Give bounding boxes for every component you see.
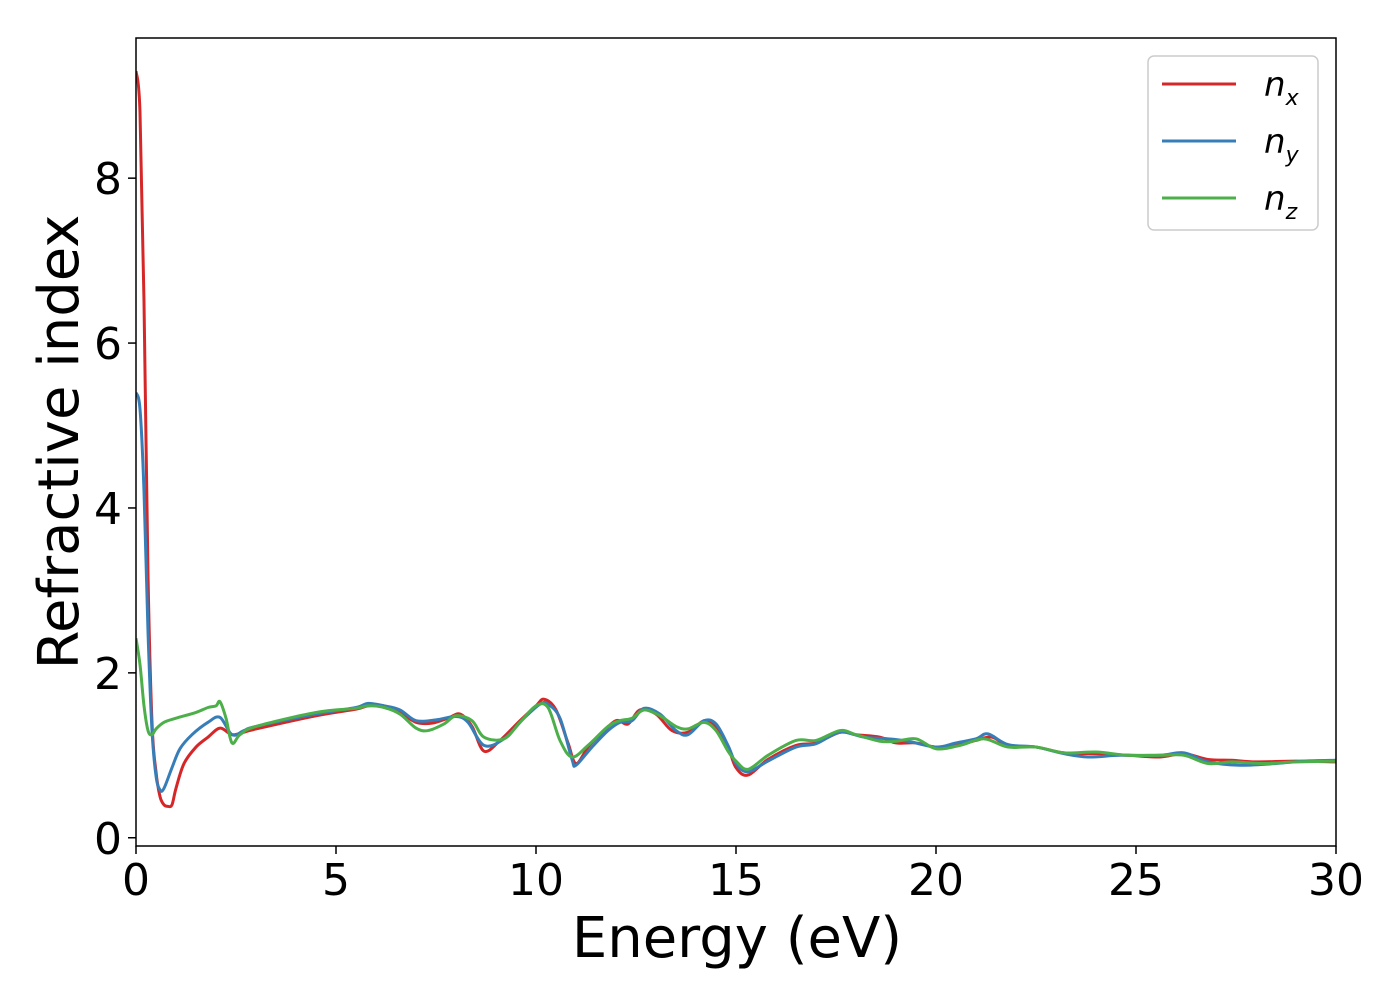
x-tick-label: 10 (508, 855, 564, 906)
legend: nx ny nz (1147, 55, 1319, 231)
y-tick-label: 0 (94, 814, 122, 865)
series-line-n-z (136, 638, 1336, 771)
x-tick-label: 20 (908, 855, 964, 906)
x-axis-ticks: 0 5 10 15 20 25 30 (122, 846, 1364, 906)
y-axis-label: Refractive index (27, 215, 92, 670)
y-tick-label: 6 (94, 319, 122, 370)
x-tick-label: 0 (122, 855, 150, 906)
series-line-n-y (136, 392, 1336, 793)
x-axis-label: Energy (eV) (572, 906, 902, 971)
legend-label: nx (1264, 65, 1300, 111)
y-tick-label: 8 (94, 154, 122, 205)
legend-label: nz (1264, 179, 1298, 225)
x-tick-label: 15 (708, 855, 764, 906)
legend-box (1147, 55, 1319, 231)
plot-frame (135, 37, 1337, 847)
y-axis-ticks: 0 2 4 6 8 (94, 154, 136, 865)
legend-label: ny (1264, 122, 1300, 168)
x-tick-label: 30 (1308, 855, 1364, 906)
x-tick-label: 5 (322, 855, 350, 906)
y-tick-label: 2 (94, 649, 122, 700)
x-tick-label: 25 (1108, 855, 1164, 906)
y-tick-label: 4 (94, 484, 122, 535)
series-lines (136, 70, 1336, 809)
